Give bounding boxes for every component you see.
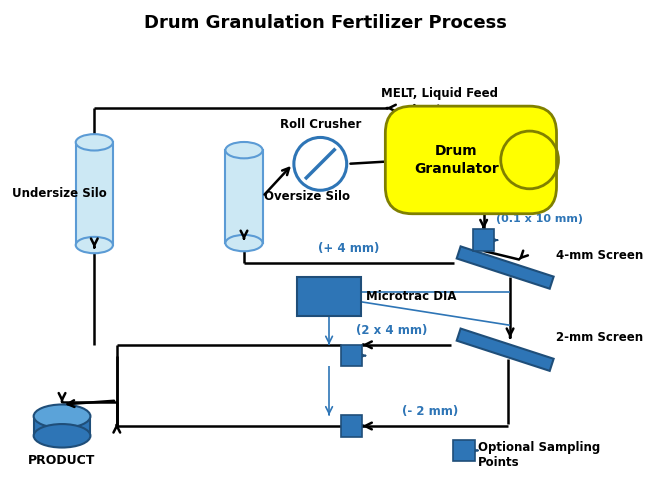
Bar [225, 150, 263, 243]
Bar [341, 415, 363, 437]
Text: (- 2 mm): (- 2 mm) [402, 405, 458, 418]
Text: (0.1 x 10 mm): (0.1 x 10 mm) [497, 213, 583, 224]
Text: Undersize Silo: Undersize Silo [12, 187, 107, 200]
Bar [453, 440, 475, 461]
Text: Drum Granulation Fertilizer Process: Drum Granulation Fertilizer Process [145, 14, 507, 32]
Text: Microtrac DIA: Microtrac DIA [366, 290, 456, 303]
Bar [457, 329, 554, 371]
Bar [34, 416, 90, 436]
Ellipse shape [225, 142, 263, 159]
Text: Optional Sampling
Points: Optional Sampling Points [478, 441, 600, 469]
Ellipse shape [76, 134, 113, 151]
Text: Roll Crusher: Roll Crusher [280, 118, 361, 131]
Ellipse shape [76, 237, 113, 253]
Ellipse shape [34, 405, 90, 428]
Bar [341, 345, 363, 367]
Text: Granulator: Granulator [414, 162, 499, 176]
Bar [412, 133, 530, 187]
Text: MELT, Liquid Feed: MELT, Liquid Feed [381, 87, 498, 100]
FancyBboxPatch shape [385, 106, 556, 214]
Ellipse shape [34, 424, 90, 448]
Ellipse shape [225, 235, 263, 251]
Circle shape [294, 137, 347, 190]
Text: 4-mm Screen: 4-mm Screen [556, 249, 643, 262]
Bar [473, 229, 495, 251]
Text: Drum: Drum [435, 144, 477, 158]
Bar [297, 277, 361, 317]
Ellipse shape [503, 133, 556, 187]
Text: PRODUCT: PRODUCT [29, 454, 95, 467]
Text: (+ 4 mm): (+ 4 mm) [318, 242, 380, 255]
Ellipse shape [385, 133, 439, 187]
Bar [457, 247, 554, 288]
Text: Oversize Silo: Oversize Silo [264, 190, 349, 203]
Bar [76, 142, 113, 245]
Text: 2-mm Screen: 2-mm Screen [556, 331, 643, 344]
Text: (2 x 4 mm): (2 x 4 mm) [356, 324, 428, 337]
